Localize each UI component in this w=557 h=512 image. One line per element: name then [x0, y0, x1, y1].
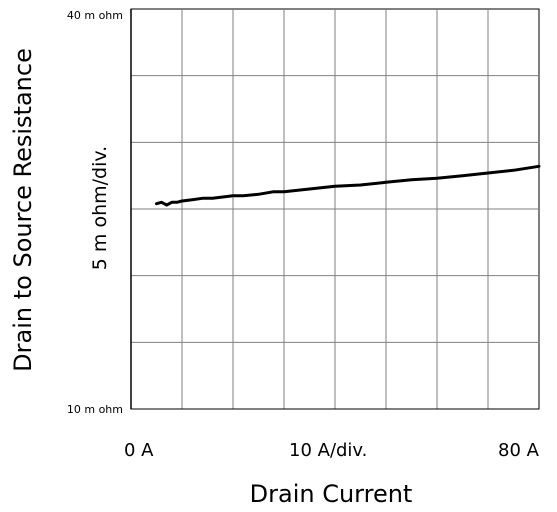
y-tick-top-label: 40 m ohm — [67, 9, 123, 22]
series-line-resistance — [157, 166, 540, 205]
y-division-label: 5 m ohm/div. — [89, 146, 111, 270]
grid — [131, 9, 539, 409]
x-tick-right-label: 80 A — [498, 440, 540, 461]
x-axis-title: Drain Current — [250, 480, 413, 508]
y-tick-bottom-label: 10 m ohm — [67, 403, 123, 416]
y-axis-title: Drain to Source Resistance — [9, 48, 37, 372]
x-tick-left-label: 0 A — [124, 440, 154, 461]
x-tick-mid-label: 10 A/div. — [289, 440, 367, 461]
